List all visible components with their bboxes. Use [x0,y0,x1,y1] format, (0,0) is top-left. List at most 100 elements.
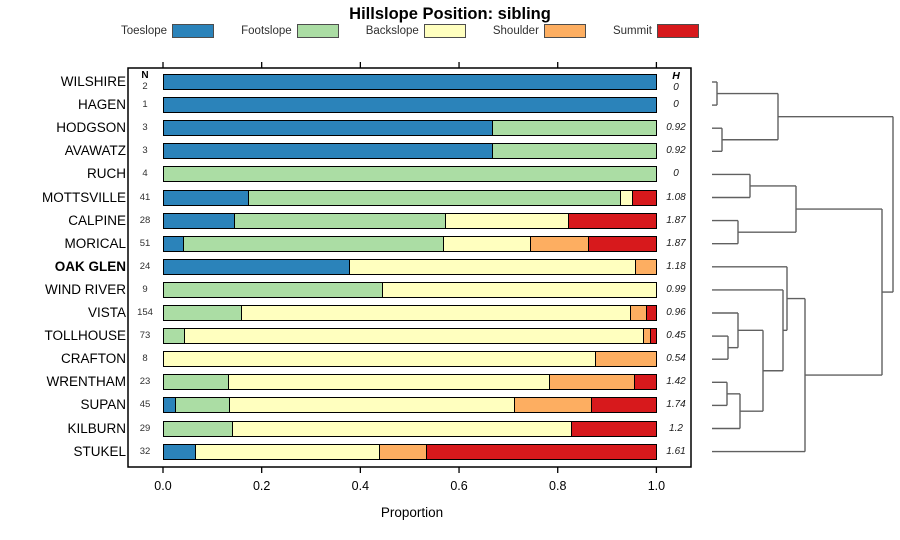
bar-segment-shoulder [630,306,647,320]
row-n-value: 24 [139,260,151,272]
row-h-value: 0.92 [666,122,686,134]
row-n-value: 23 [139,376,151,388]
bar-segment-shoulder [513,398,591,413]
row-label: VISTA [87,305,126,320]
row-h-value: 1.2 [669,422,683,434]
row-label: WIND RIVER [45,281,126,297]
bar-segment-summit [588,236,656,251]
row-label: AVAWATZ [64,143,126,159]
row-label: MOTTSVILLE [41,189,126,205]
row-h-value: 0.54 [666,353,686,365]
stacked-bar [163,328,657,345]
bar-segment-toeslope [164,190,249,205]
bar-segment-toeslope [164,236,184,251]
bar-segment-backslope [164,352,595,367]
stacked-bar [163,74,657,90]
row-label: HODGSON [56,120,126,136]
stacked-bar [163,397,657,414]
bar-segment-footslope [174,398,230,413]
bar-segment-toeslope [164,121,493,136]
bar-segment-backslope [240,306,631,320]
bar-segment-backslope [184,329,643,344]
bar-segment-toeslope [164,398,175,413]
legend-color-swatch [296,24,339,38]
x-axis-label: Proportion [380,505,444,520]
row-h-value: 0.99 [666,283,686,295]
row-n-value: 45 [139,399,151,411]
bar-segment-backslope [229,398,514,413]
bar-segment-footslope [164,329,185,344]
legend-color-swatch [543,24,586,38]
row-h-value: 0 [673,168,679,180]
legend-label: Footslope [241,25,292,37]
row-h-value: 1.08 [666,191,686,203]
row-h-value: 1.74 [666,399,686,411]
stacked-bar [163,212,657,229]
n-column-header: N [141,70,149,81]
row-label: WILSHIRE [60,74,126,89]
row-h-value: 0 [673,82,679,93]
bar-segment-shoulder [594,352,656,367]
bar-segment-backslope [620,190,632,205]
stacked-bar [163,258,657,275]
row-h-value: 1.18 [666,260,686,272]
legend-color-swatch [423,24,466,38]
row-h-value: 1.87 [666,237,686,249]
row-n-value: 28 [139,214,151,226]
row-h-value: 0 [673,99,679,111]
bar-segment-summit [631,190,656,205]
stacked-bar [163,420,657,437]
bar-segment-summit [646,306,656,320]
bar-segment-footslope [164,421,232,436]
stacked-bar [163,305,657,321]
bar-segment-summit [568,213,656,228]
legend-label: Summit [612,25,652,37]
stacked-bar [163,166,657,183]
row-n-value: 73 [139,330,151,342]
row-label: OAK GLEN [54,258,126,274]
legend-item-shoulder: Shoulder [493,24,586,38]
row-n-value: 3 [142,145,148,157]
h-column-header: H [672,70,680,82]
bar-segment-backslope [194,444,380,459]
row-n-value: 29 [139,422,151,434]
bar-segment-footslope [164,306,241,320]
row-n-value: 3 [142,122,148,134]
row-h-value: 1.87 [666,214,686,226]
row-n-value: 32 [139,445,151,457]
row-n-value: 4 [142,168,148,180]
bar-segment-footslope [248,190,621,205]
bar-segment-toeslope [164,259,349,274]
bar-segment-toeslope [164,98,656,113]
chart-title: Hillslope Position: sibling [349,5,551,23]
bar-segment-footslope [492,121,656,136]
x-tick-label: 0.6 [450,479,468,493]
bar-segment-summit [590,398,656,413]
x-tick-label: 0.8 [549,479,567,493]
x-tick-label: 0.0 [154,479,172,493]
row-n-value: 154 [137,307,153,318]
row-n-value: 41 [139,191,151,203]
row-label: SUPAN [80,397,126,413]
stacked-bar [163,235,657,252]
stacked-bar [163,443,657,460]
row-label: HAGEN [77,97,126,113]
stacked-bar [163,97,657,114]
row-label: TOLLHOUSE [44,328,126,344]
legend-item-footslope: Footslope [241,24,339,38]
bar-segment-shoulder [530,236,589,251]
stacked-bar [163,143,657,160]
bar-segment-shoulder [642,329,650,344]
row-h-value: 0.96 [666,307,686,318]
row-n-value: 51 [139,237,151,249]
bar-segment-backslope [443,236,531,251]
legend-item-backslope: Backslope [366,24,466,38]
bar-segment-summit [634,375,656,390]
row-label: WRENTHAM [46,374,127,390]
bar-segment-summit [571,421,656,436]
legend-item-toeslope: Toeslope [121,24,215,38]
bar-segment-backslope [231,421,572,436]
stacked-bar [163,351,657,368]
row-h-value: 1.42 [666,376,686,388]
row-label: CRAFTON [60,351,126,367]
